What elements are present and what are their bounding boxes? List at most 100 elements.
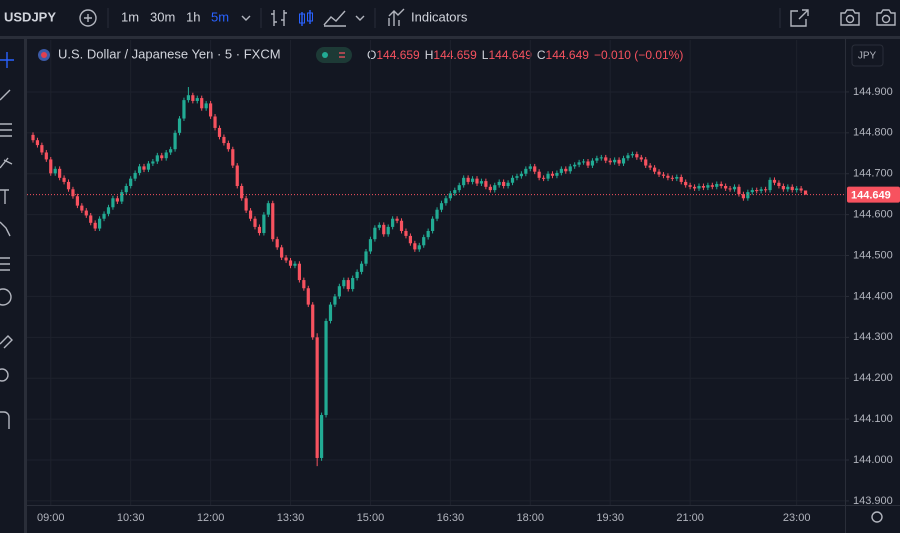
candle-body — [470, 178, 475, 182]
candle-body — [373, 227, 377, 240]
candle-body — [715, 183, 719, 187]
candle-body — [160, 155, 164, 159]
candle-body — [644, 159, 648, 166]
candle-body — [746, 192, 750, 199]
candle-body — [377, 224, 381, 228]
candle-body — [302, 280, 306, 289]
candle-body — [613, 159, 617, 163]
candle-body — [337, 286, 341, 297]
interval-dropdown[interactable] — [241, 15, 251, 21]
candle-body — [324, 320, 328, 416]
y-tick-label: 144.600 — [853, 209, 893, 221]
candle-body — [217, 127, 222, 137]
candle-body — [710, 185, 714, 187]
candle-body — [621, 158, 626, 164]
y-tick-label: 144.400 — [853, 290, 893, 302]
symbol[interactable]: USDJPY — [4, 9, 56, 24]
candle-body — [515, 176, 519, 178]
candle-body — [803, 190, 808, 195]
settings[interactable] — [871, 511, 883, 523]
x-tick-label: 12:00 — [197, 512, 225, 524]
bars-style[interactable] — [271, 10, 287, 26]
candle-body — [368, 239, 373, 252]
market-status[interactable] — [316, 47, 352, 63]
camera[interactable] — [876, 9, 896, 26]
candle-body — [71, 189, 75, 197]
candle-body — [542, 177, 546, 179]
candle-body — [342, 280, 346, 287]
currency: JPY — [858, 51, 877, 62]
candles-style-body — [299, 13, 305, 24]
interval[interactable]: 1h — [186, 9, 200, 24]
candle-body — [49, 159, 53, 174]
candle-body — [595, 158, 599, 161]
candle-body — [493, 185, 497, 191]
x-tick-label: 10:30 — [117, 512, 145, 524]
candle-body — [231, 149, 235, 166]
y-tick-label: 144.500 — [853, 249, 893, 261]
indicators-icon[interactable] — [388, 8, 405, 26]
candle-body — [506, 182, 510, 187]
candle-body — [697, 186, 701, 189]
candle-body — [444, 198, 448, 204]
candle-body — [439, 203, 444, 210]
area-style[interactable] — [323, 10, 346, 27]
candle-body — [257, 226, 262, 234]
candle-body — [550, 173, 555, 176]
candle-body — [355, 271, 359, 279]
candle-body — [417, 245, 421, 250]
ruler-tool[interactable] — [0, 335, 13, 349]
magnet-tool[interactable] — [0, 411, 10, 429]
candle-body — [386, 226, 390, 235]
fib-tool[interactable] — [0, 123, 12, 137]
candle-body — [657, 171, 661, 175]
candle-body — [670, 177, 674, 179]
candle-body — [137, 166, 142, 173]
legend-label: O — [367, 48, 376, 62]
candle-body — [288, 260, 293, 266]
candle-body — [164, 152, 168, 159]
candle-body — [706, 185, 710, 188]
currency-button[interactable] — [851, 44, 884, 67]
pattern-tool[interactable] — [0, 221, 11, 237]
candle-body — [448, 193, 452, 199]
zoom-tool[interactable] — [0, 368, 9, 382]
candle-body — [106, 207, 111, 214]
snapshot[interactable] — [840, 9, 860, 26]
candle-body — [777, 182, 781, 187]
market-status-icon — [339, 52, 345, 58]
candle-body — [648, 165, 652, 168]
candle-body — [93, 222, 97, 229]
prediction-tool[interactable] — [0, 257, 10, 271]
brush-tool[interactable] — [0, 157, 13, 169]
legend-value: 144.649 — [546, 48, 590, 62]
interval-active[interactable]: 5m — [211, 9, 229, 24]
candle-body — [466, 177, 470, 182]
style-dropdown[interactable] — [355, 15, 365, 21]
candle-body — [413, 243, 417, 250]
candle-body — [395, 218, 399, 221]
indicators[interactable]: Indicators — [411, 9, 468, 24]
candle-body — [408, 235, 412, 244]
candle-body — [173, 132, 177, 150]
add-symbol[interactable] — [79, 9, 97, 27]
candle-body — [675, 177, 679, 179]
candle-body — [226, 143, 230, 150]
candle-body — [786, 186, 790, 190]
publish[interactable] — [790, 9, 809, 27]
candle-body — [248, 210, 253, 219]
candle-body — [209, 103, 213, 117]
text-tool[interactable] — [0, 189, 9, 204]
candle-body — [191, 95, 195, 101]
candle-body — [795, 188, 799, 191]
candle-body — [426, 230, 430, 238]
interval[interactable]: 30m — [150, 9, 175, 24]
crosshair-tool[interactable] — [0, 52, 14, 68]
y-tick-label: 144.800 — [853, 127, 893, 139]
interval[interactable]: 1m — [121, 9, 139, 24]
candle-body — [53, 168, 57, 174]
candle-body — [764, 189, 768, 191]
trendline-tool[interactable] — [0, 89, 11, 101]
candle-body — [684, 181, 688, 186]
icons-tool[interactable] — [0, 288, 12, 306]
